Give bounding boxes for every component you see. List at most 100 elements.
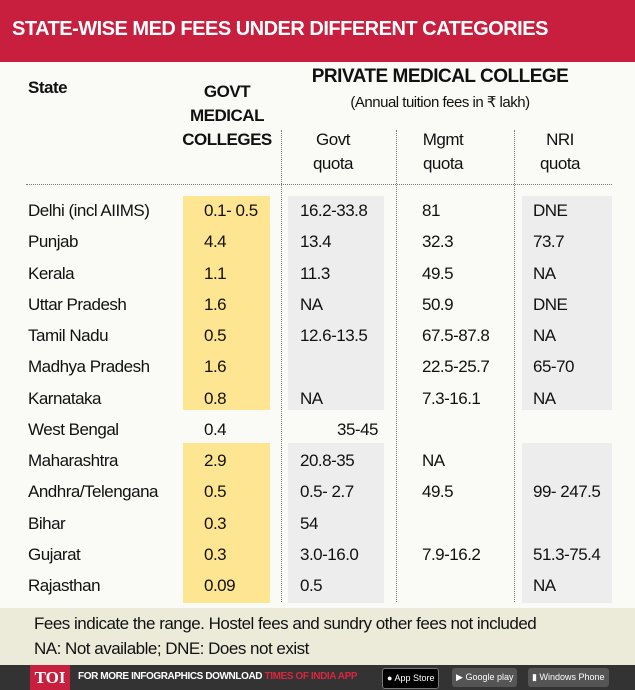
table-row: Karnataka 0.8 NA 7.3-16.1 NA <box>0 384 635 415</box>
play-icon: ▶ <box>456 672 463 682</box>
row-private-combined: 35-45 <box>337 419 378 439</box>
footer-text: FOR MORE INFOGRAPHICS DOWNLOAD <box>78 671 263 682</box>
row-mgmt-quota: 7.3-16.1 <box>422 388 481 408</box>
row-state: Karnataka <box>28 388 102 408</box>
row-govt: 0.3 <box>204 544 227 564</box>
row-state: West Bengal <box>28 419 119 439</box>
table-row: Maharashtra 2.9 20.8-35 NA <box>0 446 635 477</box>
title-bar: STATE-WISE MED FEES UNDER DIFFERENT CATE… <box>0 0 635 62</box>
row-govt: 0.09 <box>204 576 236 595</box>
row-nri-quota: DNE <box>533 201 568 220</box>
row-govt: 0.5 <box>204 326 227 345</box>
row-state: Gujarat <box>28 544 81 564</box>
row-mgmt-quota: 22.5-25.7 <box>422 357 490 377</box>
column-divider <box>281 130 282 602</box>
row-mgmt-quota: 50.9 <box>422 294 454 314</box>
row-govt-quota: 16.2-33.8 <box>300 201 368 220</box>
header-nri-quota: NRI quota <box>539 130 581 173</box>
row-nri-quota: 73.7 <box>533 232 565 252</box>
table-row: Gujarat 0.3 3.0-16.0 7.9-16.2 51.3-75.4 <box>0 540 635 571</box>
row-govt: 0.5 <box>204 482 227 502</box>
govt-quota-band <box>288 196 384 410</box>
govt-highlight-band <box>183 196 270 410</box>
row-nri-quota: NA <box>533 326 556 345</box>
row-nri-quota: 99- 247.5 <box>533 482 601 502</box>
row-govt-quota: NA <box>300 294 323 314</box>
row-state: Rajasthan <box>28 576 101 595</box>
footnote: Fees indicate the range. Hostel fees and… <box>0 608 635 665</box>
row-state: Kerala <box>28 263 75 283</box>
footer-app-name: TIMES OF INDIA APP <box>264 671 358 682</box>
row-govt: 1.6 <box>204 294 227 314</box>
row-govt-quota: NA <box>300 388 323 408</box>
row-govt-quota: 0.5 <box>300 576 323 595</box>
table-row: Rajasthan 0.09 0.5 NA <box>0 571 635 602</box>
row-nri-quota: 51.3-75.4 <box>533 544 601 564</box>
row-govt: 1.6 <box>204 357 227 377</box>
row-state: Andhra/Telengana <box>28 482 159 502</box>
footnote-legend: NA: Not available; DNE: Does not exist <box>34 639 309 658</box>
row-nri-quota: NA <box>533 388 556 408</box>
row-govt: 4.4 <box>204 232 227 252</box>
row-govt: 0.3 <box>204 513 227 533</box>
footer-bar: TOI FOR MORE INFOGRAPHICS DOWNLOAD TIMES… <box>0 665 635 690</box>
nri-quota-band <box>522 443 612 603</box>
row-state: Madhya Pradesh <box>28 357 150 377</box>
apple-icon: ● <box>387 673 393 683</box>
table-row: Madhya Pradesh 1.6 22.5-25.7 65-70 <box>0 352 635 383</box>
row-mgmt-quota: NA <box>422 451 445 470</box>
toi-logo: TOI <box>30 665 70 690</box>
windows-phone-badge[interactable]: ▮ Windows Phone <box>528 668 609 687</box>
header-state: State <box>28 78 68 97</box>
row-govt-quota: 20.8-35 <box>300 451 355 470</box>
row-govt: 0.8 <box>204 388 227 408</box>
row-mgmt-quota: 32.3 <box>422 232 454 252</box>
row-state: Uttar Pradesh <box>28 294 127 314</box>
govt-highlight-band <box>183 443 270 603</box>
row-state: Maharashtra <box>28 451 118 470</box>
table-row: West Bengal 0.4 35-45 <box>0 415 635 446</box>
row-govt-quota: 54 <box>300 513 318 533</box>
header-divider <box>26 184 612 185</box>
table-row: Delhi (incl AIIMS) 0.1- 0.5 16.2-33.8 81 DNE <box>0 196 635 227</box>
google-play-badge[interactable]: ▶ Google play <box>452 668 518 687</box>
windows-icon: ▮ <box>532 672 537 682</box>
app-store-badge[interactable]: ● App Store <box>382 668 440 689</box>
header-mgmt-quota: Mgmt quota <box>422 130 464 173</box>
nri-quota-band <box>522 196 612 410</box>
header-govt-colleges: GOVT MEDICAL COLLEGES <box>182 82 272 149</box>
row-govt: 0.1- 0.5 <box>204 201 258 220</box>
row-govt-quota: 0.5- 2.7 <box>300 482 354 502</box>
row-mgmt-quota: 7.9-16.2 <box>422 544 481 564</box>
column-divider <box>396 130 397 602</box>
row-state: Bihar <box>28 513 66 533</box>
table-row: Andhra/Telengana 0.5 0.5- 2.7 49.5 99- 247.5 <box>0 477 635 508</box>
column-divider <box>514 130 515 602</box>
row-state: Punjab <box>28 232 78 252</box>
row-nri-quota: NA <box>533 263 556 283</box>
row-govt: 1.1 <box>204 263 227 283</box>
row-govt-quota: 13.4 <box>300 232 332 252</box>
row-nri-quota: DNE <box>533 294 568 314</box>
row-mgmt-quota: 81 <box>422 201 440 220</box>
row-govt-quota: 12.6-13.5 <box>300 326 368 345</box>
page-title: STATE-WISE MED FEES UNDER DIFFERENT CATE… <box>12 18 548 40</box>
header-private: PRIVATE MEDICAL COLLEGE <box>311 66 569 87</box>
row-govt-quota: 3.0-16.0 <box>300 544 359 564</box>
row-nri-quota: 65-70 <box>533 357 574 377</box>
row-mgmt-quota: 67.5-87.8 <box>422 326 490 345</box>
table-row: Uttar Pradesh 1.6 NA 50.9 DNE <box>0 290 635 321</box>
row-state: Tamil Nadu <box>28 326 109 345</box>
table-row: Tamil Nadu 0.5 12.6-13.5 67.5-87.8 NA <box>0 321 635 352</box>
table-row: Kerala 1.1 11.3 49.5 NA <box>0 259 635 290</box>
govt-quota-band <box>288 443 384 603</box>
row-nri-quota: NA <box>533 576 556 595</box>
row-mgmt-quota: 49.5 <box>422 482 454 502</box>
row-state: Delhi (incl AIIMS) <box>28 201 150 220</box>
row-govt: 0.4 <box>204 419 227 439</box>
row-govt-quota: 11.3 <box>300 263 330 283</box>
header-govt-quota: Govt quota <box>312 130 354 173</box>
table-row: Punjab 4.4 13.4 32.3 73.7 <box>0 227 635 258</box>
header-private-sub: (Annual tuition fees in ₹ lakh) <box>350 94 530 111</box>
footnote-range: Fees indicate the range. Hostel fees and… <box>34 614 537 633</box>
